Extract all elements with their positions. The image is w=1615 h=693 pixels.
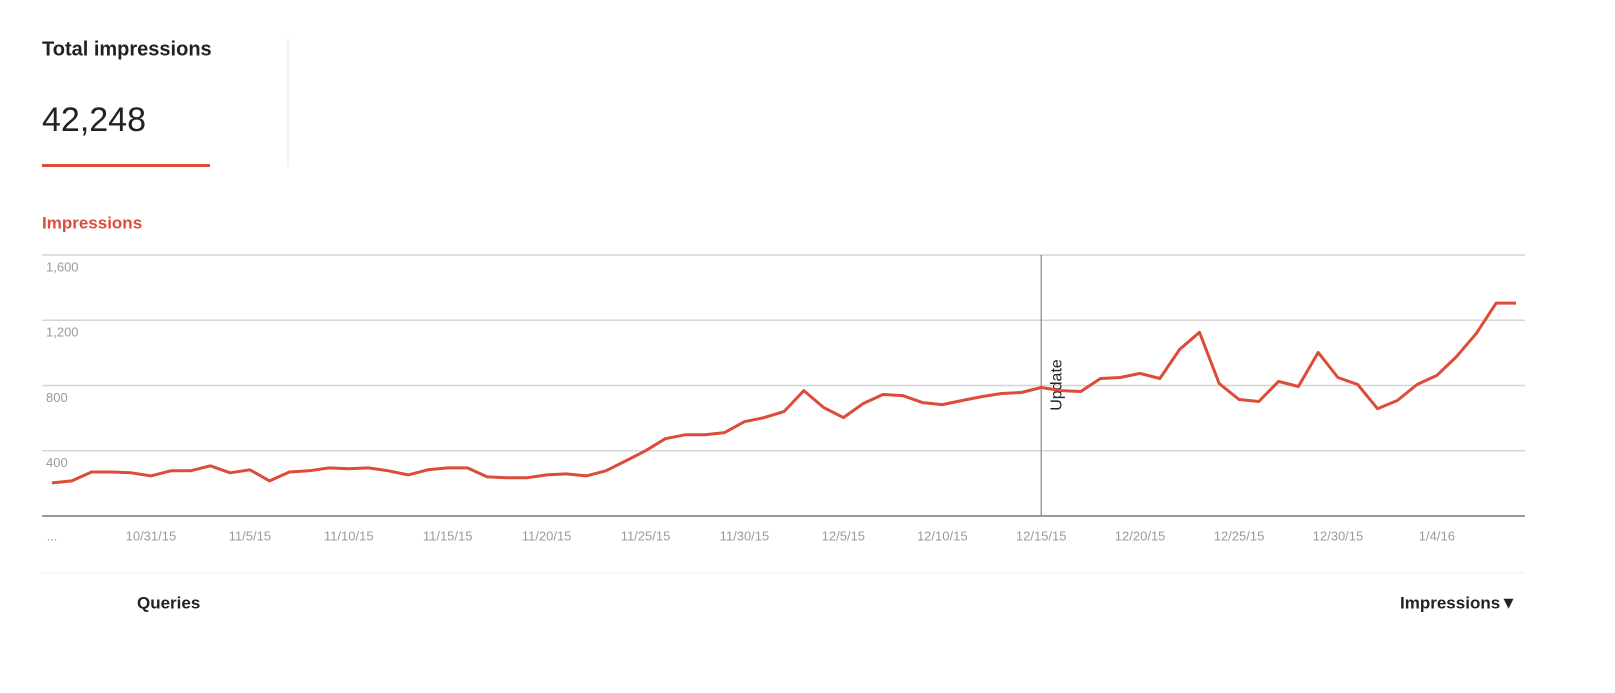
summary-title: Total impressions: [42, 38, 212, 60]
y-tick-label: 400: [46, 455, 68, 470]
x-tick-label: 12/10/15: [917, 528, 968, 543]
x-tick-label: 12/5/15: [822, 528, 865, 543]
x-tick-label: 11/25/15: [621, 528, 671, 543]
x-tick-label: 11/10/15: [324, 528, 374, 543]
x-tick-label: ...: [47, 528, 58, 543]
summary-underline: [42, 164, 210, 167]
annotation-label: Update: [1048, 359, 1065, 411]
x-tick-label: 12/25/15: [1214, 528, 1265, 543]
x-tick-label: 11/30/15: [720, 528, 770, 543]
x-tick-label: 10/31/15: [126, 528, 177, 543]
x-tick-label: 12/30/15: [1313, 528, 1364, 543]
x-tick-label: 11/5/15: [229, 528, 271, 543]
x-tick-label: 12/15/15: [1016, 528, 1067, 543]
y-tick-label: 1,200: [46, 325, 79, 340]
x-tick-label: 1/4/16: [1419, 528, 1455, 543]
y-tick-label: 800: [46, 390, 68, 405]
series-line: [51, 301, 1516, 485]
x-tick-label: 11/15/15: [423, 528, 473, 543]
sort-header[interactable]: Impressions▼: [1400, 593, 1517, 612]
series-label: Impressions: [42, 213, 142, 232]
summary-total: 42,248: [42, 101, 146, 139]
y-tick-label: 1,600: [46, 259, 79, 274]
x-tick-label: 11/20/15: [522, 528, 572, 543]
x-tick-label: 12/20/15: [1115, 528, 1166, 543]
column-header[interactable]: Queries: [137, 593, 200, 612]
